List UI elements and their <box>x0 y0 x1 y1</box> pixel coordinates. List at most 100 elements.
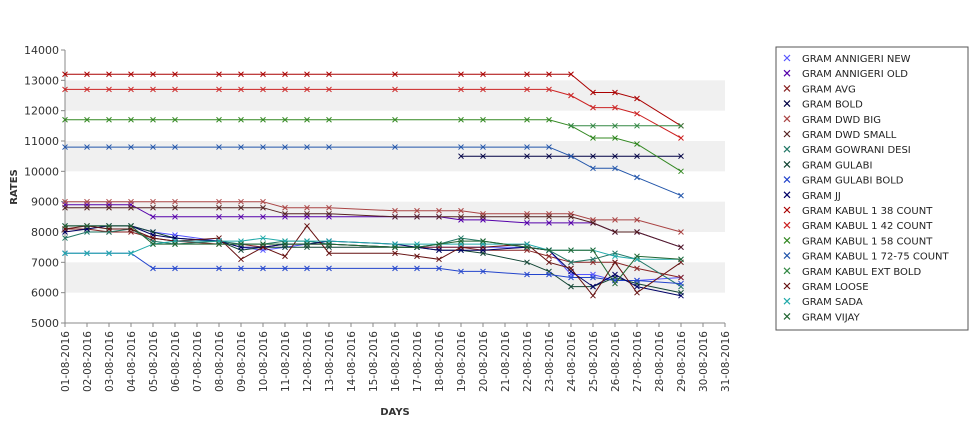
data-point <box>678 122 684 129</box>
data-point <box>524 271 530 278</box>
data-point <box>590 292 596 299</box>
series-line <box>65 119 682 172</box>
x-tick-label: 18-08-2016 <box>434 331 446 392</box>
x-tick-label: 03-08-2016 <box>104 331 116 392</box>
data-point <box>546 271 552 278</box>
x-tick-label: 04-08-2016 <box>126 331 138 392</box>
data-point <box>238 116 244 123</box>
data-point <box>172 144 178 150</box>
data-point <box>260 241 266 247</box>
x-tick-label: 06-08-2016 <box>170 331 182 392</box>
x-tick-label: 27-08-2016 <box>632 331 644 392</box>
data-point <box>326 265 332 272</box>
x-tick-label: 23-08-2016 <box>544 331 556 392</box>
x-tick-label: 11-08-2016 <box>280 331 292 392</box>
data-point <box>304 204 310 211</box>
data-point <box>634 153 640 160</box>
legend-item: GRAM BOLD <box>783 100 863 111</box>
legend-label: GRAM SADA <box>802 297 863 308</box>
data-point <box>590 256 596 263</box>
data-point <box>62 223 68 229</box>
data-point <box>282 253 288 260</box>
data-point <box>150 241 156 247</box>
data-point <box>590 104 596 111</box>
legend-marker <box>783 312 791 320</box>
data-point <box>216 144 222 150</box>
legend-marker <box>783 206 791 214</box>
legend-item: GRAM KABUL 1 58 COUNT <box>783 236 933 247</box>
x-tick-label: 29-08-2016 <box>676 331 688 392</box>
data-point <box>106 198 112 205</box>
x-tick-label: 02-08-2016 <box>82 331 94 392</box>
data-point <box>480 213 486 220</box>
data-point <box>634 217 640 223</box>
x-tick-label: 31-08-2016 <box>720 331 732 392</box>
data-point <box>634 265 640 272</box>
data-point <box>436 256 442 263</box>
legend-label: GRAM JJ <box>802 191 841 202</box>
legend-item: GRAM KABUL 1 72-75 COUNT <box>783 252 950 263</box>
data-point <box>238 265 244 272</box>
legend-marker <box>783 115 791 123</box>
series-line <box>65 73 682 127</box>
legend-label: GRAM ANNIGERI NEW <box>802 54 911 65</box>
data-point <box>392 116 398 123</box>
x-tick-label: 12-08-2016 <box>302 331 314 392</box>
data-point <box>84 198 90 205</box>
x-tick-label: 17-08-2016 <box>412 331 424 392</box>
data-point <box>260 198 266 205</box>
data-point <box>678 192 684 199</box>
legend-marker <box>783 54 791 62</box>
data-point <box>216 116 222 123</box>
data-point <box>678 153 684 160</box>
legend-item: GRAM KABUL 1 42 COUNT <box>783 221 933 232</box>
data-point <box>678 256 684 263</box>
data-point <box>106 204 112 211</box>
series-14 <box>62 144 684 199</box>
data-point <box>634 122 640 129</box>
data-point <box>590 122 596 129</box>
y-tick-label: 9000 <box>31 196 59 209</box>
data-point <box>238 71 244 78</box>
data-point <box>304 86 310 93</box>
data-point <box>304 71 310 78</box>
legend-item: GRAM JJ <box>783 191 841 202</box>
series-line <box>65 146 682 197</box>
x-tick-label: 26-08-2016 <box>610 331 622 392</box>
x-tick-label: 07-08-2016 <box>192 331 204 392</box>
data-point <box>392 144 398 150</box>
data-point <box>524 259 530 266</box>
data-point <box>216 241 222 247</box>
data-point <box>172 213 178 220</box>
legend-marker <box>783 84 791 92</box>
series-line <box>65 201 682 233</box>
data-point <box>414 244 420 251</box>
x-tick-label: 15-08-2016 <box>368 331 380 392</box>
data-point <box>84 223 90 229</box>
data-point <box>458 268 464 275</box>
series-line <box>65 252 682 285</box>
series-line <box>65 225 682 285</box>
x-axis-label: DAYS <box>380 407 410 418</box>
data-point <box>62 71 68 78</box>
x-tick-label: 05-08-2016 <box>148 331 160 392</box>
legend-label: GRAM KABUL 1 42 COUNT <box>802 221 933 232</box>
data-point <box>172 204 178 211</box>
y-tick-label: 5000 <box>31 317 59 330</box>
data-point <box>84 250 90 257</box>
data-point <box>106 223 112 229</box>
data-point <box>612 122 618 129</box>
legend-marker <box>783 252 791 260</box>
data-point <box>326 86 332 93</box>
data-point <box>326 204 332 211</box>
data-point <box>634 95 640 102</box>
data-point <box>392 207 398 214</box>
y-ticks: 5000 6000 7000 8000 9000 10000 11000 12000 13000… <box>24 44 65 330</box>
data-point <box>304 116 310 123</box>
data-point <box>524 71 530 78</box>
data-point <box>546 259 552 266</box>
data-point <box>546 144 552 150</box>
data-point <box>172 86 178 93</box>
series-5 <box>62 198 684 235</box>
